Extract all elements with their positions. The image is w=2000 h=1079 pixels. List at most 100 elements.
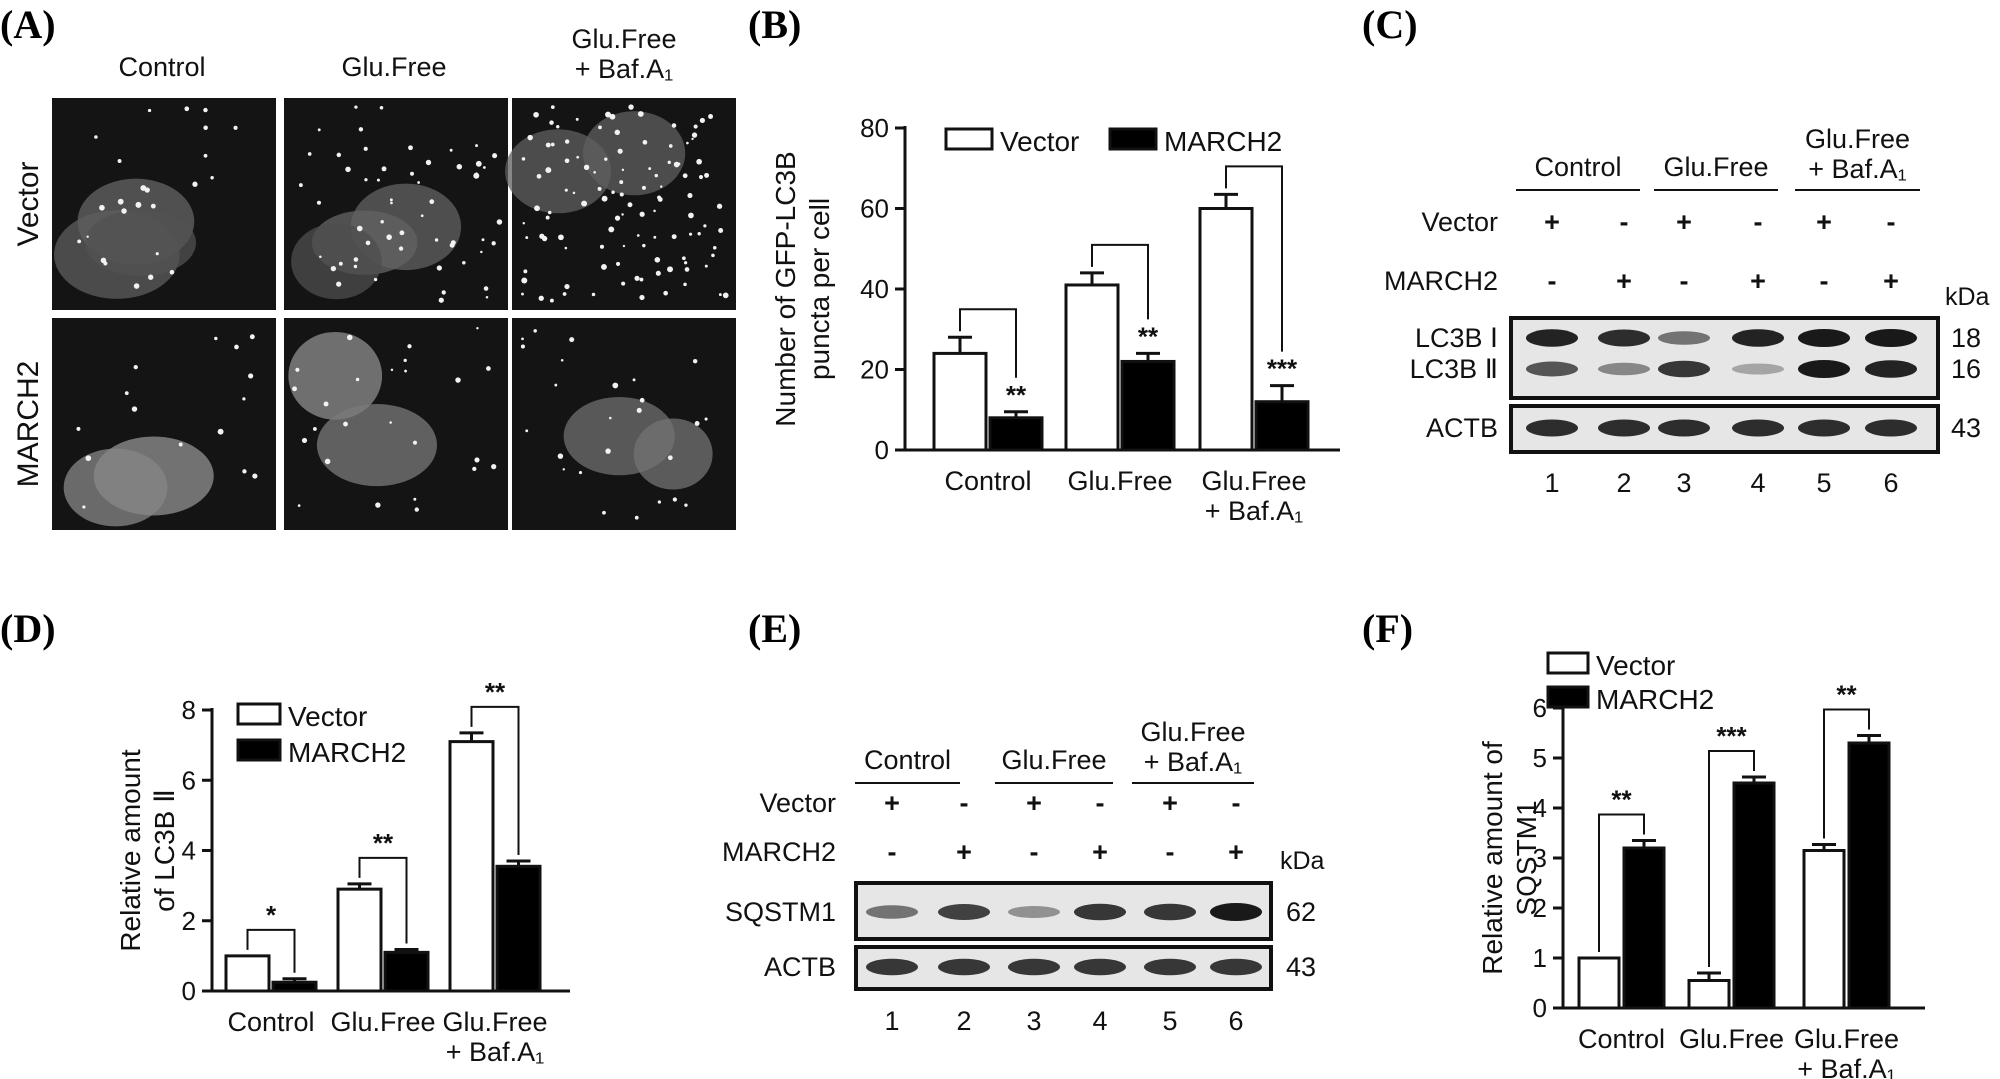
bar bbox=[383, 950, 430, 993]
protein-band bbox=[1526, 419, 1578, 437]
y-tick-label: 1 bbox=[1533, 943, 1547, 973]
band-label: ACTB bbox=[764, 952, 836, 982]
puncta-dot bbox=[704, 417, 708, 421]
puncta-dot bbox=[691, 132, 698, 138]
cell-body bbox=[633, 418, 713, 490]
protein-band bbox=[1598, 362, 1650, 376]
puncta-dot bbox=[317, 128, 321, 132]
treatment-sign: + bbox=[884, 788, 900, 818]
puncta-dot bbox=[413, 497, 417, 501]
puncta-dot bbox=[456, 163, 463, 170]
puncta-dot bbox=[599, 244, 605, 249]
puncta-dot bbox=[637, 111, 644, 117]
protein-band bbox=[1210, 958, 1262, 976]
puncta-dot bbox=[615, 261, 621, 266]
legend-swatch bbox=[1546, 651, 1590, 675]
puncta-dot bbox=[217, 428, 224, 435]
bar bbox=[1064, 283, 1120, 452]
panel-label-f: (F) bbox=[1362, 606, 1413, 651]
puncta-dot bbox=[99, 204, 105, 211]
puncta-dot bbox=[476, 327, 479, 330]
puncta-dot bbox=[619, 180, 624, 185]
significance-bracket bbox=[470, 705, 520, 856]
puncta-dot bbox=[473, 172, 480, 179]
x-tick-label: Glu.Free bbox=[330, 1007, 435, 1037]
puncta-dot bbox=[407, 344, 412, 349]
puncta-dot bbox=[521, 292, 524, 296]
row-label: MARCH2 bbox=[12, 361, 45, 488]
puncta-dot bbox=[601, 264, 607, 270]
x-tick-label: Glu.Free + Baf.A₁ bbox=[1201, 466, 1306, 526]
puncta-dot bbox=[178, 442, 183, 447]
kda-marker: 16 bbox=[1951, 354, 1981, 384]
puncta-dot bbox=[564, 139, 570, 144]
protein-band bbox=[866, 958, 918, 976]
y-axis-label: Number of GFP-LC3B puncta per cell bbox=[770, 151, 835, 426]
protein-band bbox=[1865, 419, 1917, 437]
puncta-dot bbox=[545, 215, 550, 220]
y-tick-label: 80 bbox=[860, 113, 889, 143]
puncta-dot bbox=[252, 473, 258, 479]
treatment-label: MARCH2 bbox=[1384, 266, 1498, 296]
puncta-dot bbox=[639, 294, 645, 301]
lane-number: 4 bbox=[1750, 468, 1765, 498]
band-label: ACTB bbox=[1426, 413, 1498, 443]
puncta-dot bbox=[612, 382, 619, 389]
blot-box: LC3B Ⅰ 18 LC3B Ⅱ 16 bbox=[1410, 316, 1981, 400]
significance-bracket bbox=[1708, 750, 1755, 967]
significance-stars: *** bbox=[1267, 354, 1298, 384]
protein-band bbox=[1798, 329, 1850, 347]
treatment-sign: + bbox=[1883, 266, 1899, 296]
significance-bracket bbox=[959, 308, 1017, 378]
puncta-dot bbox=[169, 269, 175, 275]
puncta-dot bbox=[521, 277, 528, 284]
protein-band bbox=[1798, 360, 1850, 378]
puncta-dot bbox=[684, 267, 690, 272]
puncta-dot bbox=[85, 455, 92, 462]
panel-label-d: (D) bbox=[0, 606, 56, 651]
puncta-dot bbox=[562, 292, 567, 296]
x-tick-label: Glu.Free + Baf.A₁ bbox=[1794, 1024, 1899, 1079]
puncta-dot bbox=[324, 458, 331, 465]
y-tick-label: 3 bbox=[1533, 843, 1547, 873]
puncta-dot bbox=[520, 344, 525, 349]
protein-band bbox=[1732, 329, 1784, 347]
chart-b: 0 20 40 60 80 Number of GFP-LC3B puncta per ce… bbox=[770, 113, 1340, 526]
protein-band bbox=[1598, 329, 1650, 347]
puncta-dot bbox=[450, 240, 456, 246]
puncta-dot bbox=[617, 148, 623, 154]
treatment-sign: - bbox=[888, 837, 897, 867]
puncta-dot bbox=[425, 159, 432, 166]
panel-label-e: (E) bbox=[748, 606, 801, 651]
puncta-dot bbox=[541, 235, 548, 242]
kda-unit: kDa bbox=[1280, 847, 1325, 875]
y-tick-label: 4 bbox=[1533, 793, 1547, 823]
kda-unit: kDa bbox=[1945, 283, 1990, 311]
puncta-dot bbox=[608, 226, 615, 233]
legend-label: MARCH2 bbox=[1596, 684, 1714, 715]
puncta-dot bbox=[672, 497, 677, 502]
significance-stars: ** bbox=[1836, 680, 1857, 710]
puncta-dot bbox=[671, 234, 677, 240]
puncta-dot bbox=[683, 282, 687, 287]
significance-stars: ** bbox=[485, 677, 506, 707]
puncta-dot bbox=[704, 264, 708, 268]
puncta-dot bbox=[536, 173, 542, 179]
puncta-dot bbox=[564, 188, 568, 192]
puncta-dot bbox=[668, 144, 673, 148]
puncta-dot bbox=[688, 232, 693, 236]
puncta-dot bbox=[301, 437, 308, 444]
puncta-dot bbox=[449, 148, 453, 152]
puncta-dot bbox=[155, 252, 159, 256]
puncta-dot bbox=[203, 107, 208, 113]
puncta-dot bbox=[375, 502, 381, 508]
puncta-dot bbox=[131, 406, 138, 412]
x-tick-label: Glu.Free bbox=[1679, 1024, 1784, 1054]
puncta-dot bbox=[704, 172, 710, 178]
treatment-sign: + bbox=[1092, 837, 1108, 867]
puncta-dot bbox=[560, 358, 564, 362]
treatment-sign: - bbox=[1548, 266, 1557, 296]
puncta-dot bbox=[538, 295, 544, 301]
x-tick-label: Glu.Free + Baf.A₁ bbox=[442, 1007, 547, 1067]
